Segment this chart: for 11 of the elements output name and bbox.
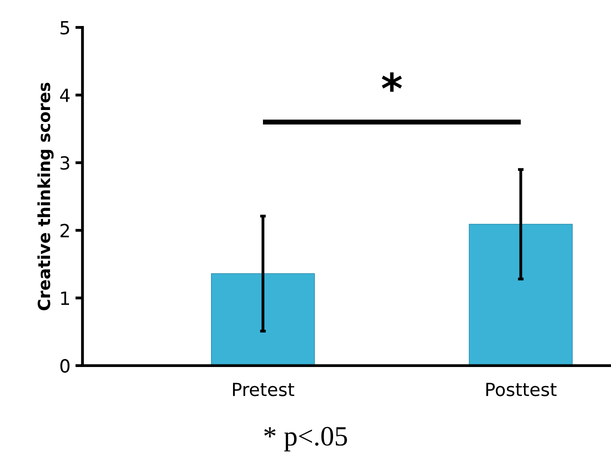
y-tick-label: 0 <box>60 359 70 373</box>
x-tick-label: Posttest <box>486 382 557 396</box>
y-axis-title: Creative thinking scores <box>37 82 54 310</box>
annotation: * <box>382 72 402 92</box>
y-tick-label: 1 <box>61 292 70 305</box>
y-tick-label: 5 <box>60 21 70 35</box>
text: * p<.05 <box>264 426 347 452</box>
x-tick-label: Pretest <box>233 382 294 396</box>
y-tick-label: 4 <box>60 88 70 102</box>
y-tick-label: 3 <box>60 156 70 170</box>
y-tick-label: 2 <box>60 224 69 238</box>
